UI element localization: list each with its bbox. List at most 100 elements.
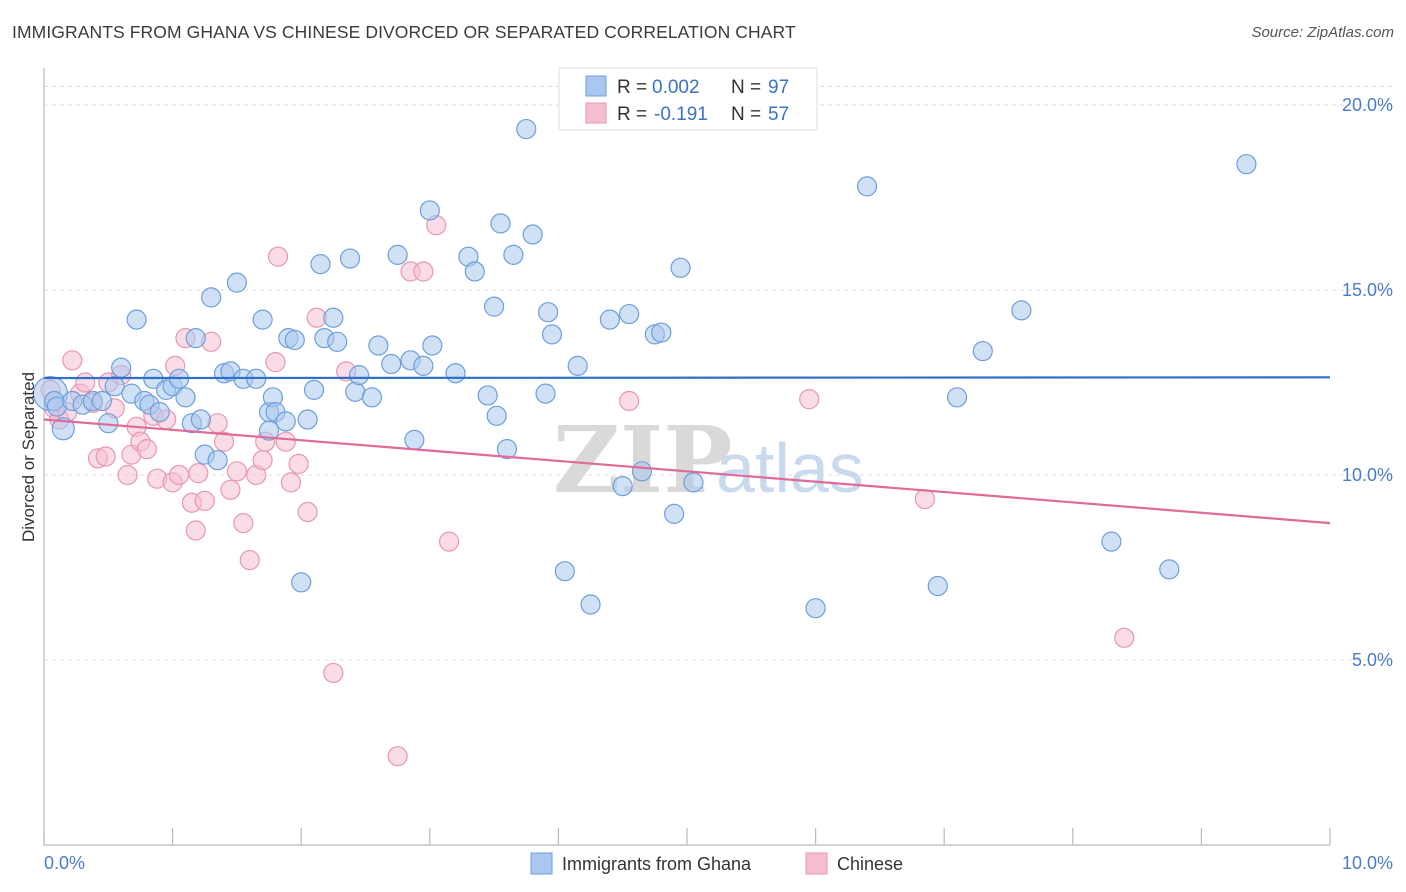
watermark-atlas: atlas xyxy=(716,429,864,507)
trend-line-chinese xyxy=(43,418,1331,525)
bottom-legend: Immigrants from Ghana Chinese xyxy=(530,852,903,875)
y-axis-tick-labels: 5.0% 10.0% 15.0% 20.0% xyxy=(1342,95,1393,670)
data-point-chinese xyxy=(207,413,228,434)
data-point-chinese xyxy=(188,463,209,484)
y-axis-label: Divorced or Separated xyxy=(19,372,38,542)
bottom-legend-swatch-ghana xyxy=(530,852,553,875)
data-point-ghana xyxy=(275,411,296,432)
data-point-ghana xyxy=(1236,154,1257,175)
chart-title: IMMIGRANTS FROM GHANA VS CHINESE DIVORCE… xyxy=(12,22,796,42)
data-point-ghana xyxy=(422,335,443,356)
data-point-chinese xyxy=(117,464,138,486)
x-axis-ticks xyxy=(43,828,1331,845)
bottom-legend-label-ghana: Immigrants from Ghana xyxy=(562,854,752,874)
data-point-chinese xyxy=(619,390,640,412)
y-tick-label: 10.0% xyxy=(1342,465,1393,485)
data-point-ghana xyxy=(805,598,826,619)
data-point-chinese xyxy=(297,501,318,523)
data-point-chinese xyxy=(185,520,206,541)
legend-n-value-1: 97 xyxy=(768,77,789,98)
data-point-ghana xyxy=(361,387,383,408)
data-point-ghana xyxy=(1101,531,1122,552)
data-point-chinese xyxy=(233,512,254,534)
y-tick-label: 20.0% xyxy=(1342,95,1393,115)
data-point-ghana xyxy=(927,575,948,597)
data-point-chinese xyxy=(136,439,157,460)
data-point-ghana xyxy=(490,213,511,234)
data-point-ghana xyxy=(310,254,331,275)
data-point-ghana xyxy=(567,355,588,376)
data-point-chinese xyxy=(914,488,936,510)
data-point-ghana xyxy=(323,307,344,328)
data-point-chinese xyxy=(213,431,235,452)
legend-swatch-chinese xyxy=(585,102,607,124)
data-point-ghana xyxy=(190,409,211,430)
legend-r-label-2: R = xyxy=(617,104,647,125)
data-point-ghana xyxy=(554,561,575,582)
legend-r-label-1: R = xyxy=(617,77,647,98)
data-point-ghana xyxy=(207,450,228,471)
source-label: Source: ZipAtlas.com xyxy=(1251,24,1394,41)
data-point-ghana xyxy=(348,365,370,386)
data-point-ghana xyxy=(580,594,601,615)
watermark-zip: ZIP xyxy=(553,406,732,514)
legend-n-label-1: N = xyxy=(731,77,761,98)
data-point-ghana xyxy=(946,387,968,408)
data-point-chinese xyxy=(226,461,247,482)
data-point-ghana xyxy=(419,200,440,221)
data-point-ghana xyxy=(538,302,559,323)
data-point-ghana xyxy=(445,363,466,384)
y-tick-label: 5.0% xyxy=(1352,650,1393,670)
data-point-chinese xyxy=(252,450,273,471)
data-point-chinese xyxy=(288,453,309,474)
data-point-chinese xyxy=(267,246,289,267)
data-point-ghana xyxy=(368,335,389,356)
bottom-legend-label-chinese: Chinese xyxy=(837,854,903,874)
data-point-ghana xyxy=(612,476,633,497)
data-point-chinese xyxy=(413,261,434,282)
data-point-ghana xyxy=(291,572,312,593)
y-tick-label: 15.0% xyxy=(1342,280,1393,300)
data-point-chinese xyxy=(1114,627,1135,648)
data-point-ghana xyxy=(464,261,485,282)
data-point-ghana xyxy=(535,383,556,404)
data-point-ghana xyxy=(345,381,366,402)
data-point-ghana xyxy=(670,257,691,278)
data-point-ghana xyxy=(297,409,318,430)
series-ghana-points xyxy=(32,118,1257,619)
data-point-ghana xyxy=(104,376,125,397)
data-point-chinese xyxy=(265,352,286,373)
legend-n-label-2: N = xyxy=(731,104,761,125)
trend-line-ghana xyxy=(43,376,1331,380)
data-point-ghana xyxy=(327,331,348,352)
data-point-ghana xyxy=(484,296,505,317)
data-point-ghana xyxy=(664,503,685,524)
data-point-ghana xyxy=(339,248,361,269)
data-point-chinese xyxy=(275,431,296,452)
data-point-ghana xyxy=(599,309,620,330)
data-point-chinese xyxy=(75,372,96,393)
data-point-ghana xyxy=(522,224,543,245)
data-point-ghana xyxy=(51,417,75,441)
data-point-ghana xyxy=(149,402,170,423)
data-point-ghana xyxy=(404,429,425,450)
data-point-ghana xyxy=(126,309,147,330)
data-point-chinese xyxy=(62,350,83,371)
data-point-ghana xyxy=(387,244,408,265)
data-point-ghana xyxy=(516,118,537,140)
legend-n-value-2: 57 xyxy=(768,104,789,125)
data-point-ghana xyxy=(651,322,672,343)
data-point-chinese xyxy=(168,464,190,486)
data-point-chinese xyxy=(239,549,260,571)
data-point-ghana xyxy=(1159,559,1180,580)
data-point-ghana xyxy=(381,353,402,375)
data-point-chinese xyxy=(194,490,215,511)
data-point-ghana xyxy=(496,439,518,460)
legend-r-value-2: -0.191 xyxy=(654,104,708,125)
data-point-chinese xyxy=(799,389,820,410)
data-point-chinese xyxy=(438,531,460,552)
bottom-legend-swatch-chinese xyxy=(805,852,828,875)
data-point-ghana xyxy=(91,390,112,412)
data-point-ghana xyxy=(631,461,653,482)
